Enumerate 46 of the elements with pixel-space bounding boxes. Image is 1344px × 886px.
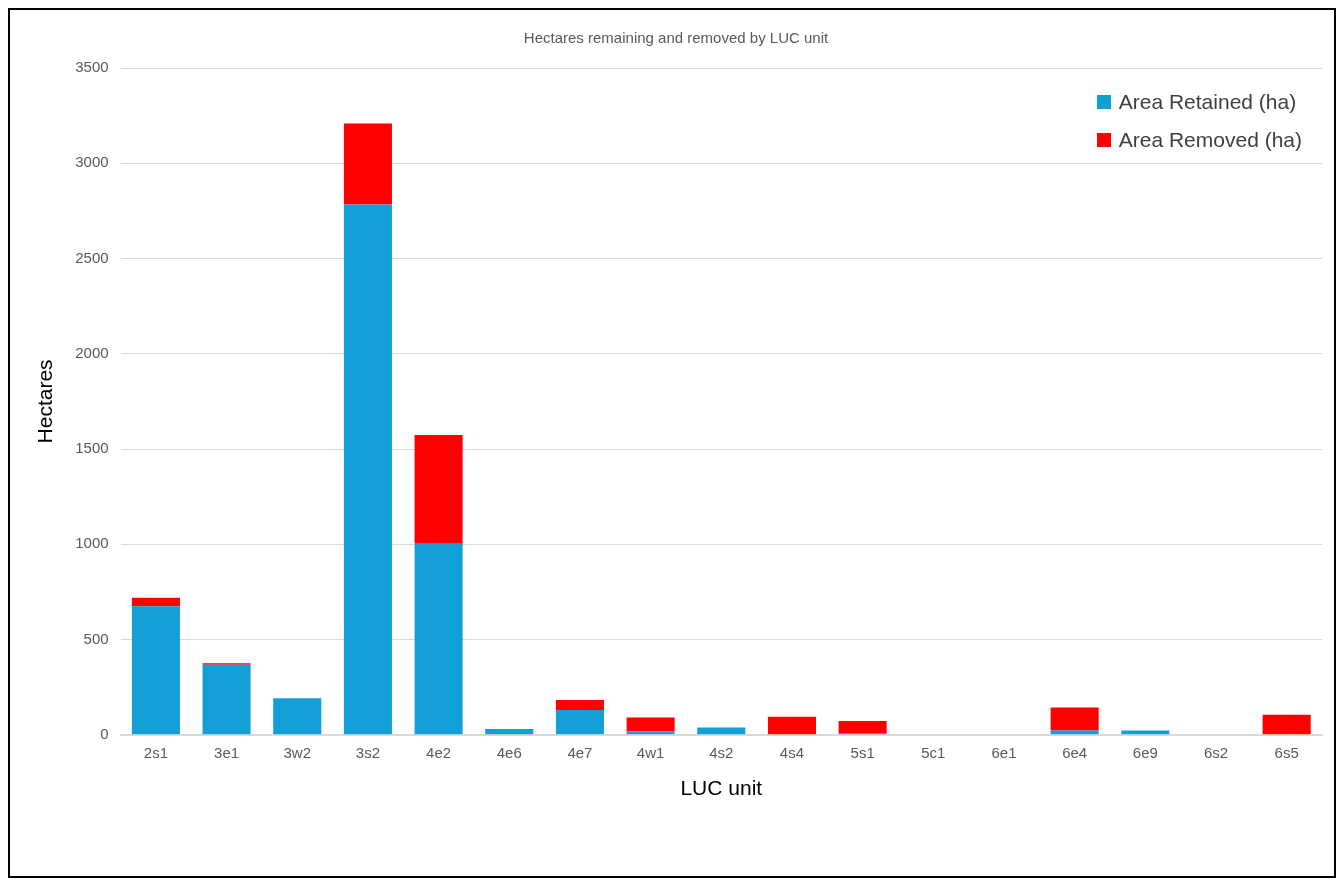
x-tick-label: 5c1: [921, 743, 946, 761]
x-tick-label: 5s1: [850, 743, 875, 761]
x-tick-label: 4e2: [426, 743, 452, 761]
y-axis-title: Hectares: [33, 359, 57, 444]
y-tick-label: 1500: [75, 439, 109, 457]
bar: [1262, 714, 1311, 735]
bar: [555, 710, 604, 735]
legend-label: Area Retained (ha): [1118, 90, 1297, 114]
x-tick-label: 4e7: [567, 743, 593, 761]
bar: [131, 606, 180, 735]
bar: [626, 717, 675, 732]
y-tick-label: 3000: [75, 153, 109, 171]
x-tick-label: 3w2: [283, 743, 312, 761]
bar: [414, 542, 463, 735]
bar: [343, 204, 392, 735]
x-tick-label: 2s1: [143, 743, 168, 761]
bar: [414, 435, 463, 543]
y-tick-label: 1000: [75, 534, 109, 552]
x-axis-title: LUC unit: [680, 776, 763, 800]
y-tick-label: 2000: [75, 343, 109, 361]
x-tick-label: 6e1: [991, 743, 1017, 761]
x-tick-label: 6e4: [1062, 743, 1088, 761]
y-tick-label: 500: [83, 629, 109, 647]
x-tick-label: 6s5: [1274, 743, 1299, 761]
x-tick-label: 4s4: [779, 743, 805, 761]
bar: [273, 698, 322, 735]
chart-title: Hectares remaining and removed by LUC unit: [523, 29, 829, 47]
y-tick-label: 0: [100, 724, 109, 742]
x-tick-label: 6s2: [1203, 743, 1229, 761]
y-tick-label: 3500: [75, 58, 109, 76]
y-tick-label: 2500: [75, 248, 109, 266]
bar: [131, 597, 180, 607]
bar: [485, 729, 534, 735]
x-tick-label: 4e6: [496, 743, 522, 761]
bar: [555, 699, 604, 711]
x-tick-label: 4w1: [636, 743, 665, 761]
x-tick-label: 3e1: [214, 743, 240, 761]
legend-label: Area Removed (ha): [1118, 128, 1302, 152]
x-tick-label: 4s2: [709, 743, 734, 761]
bar: [1050, 707, 1099, 731]
x-tick-label: 3s2: [355, 743, 381, 761]
x-tick-label: 6e9: [1132, 743, 1158, 761]
bar: [838, 720, 887, 733]
bar: [343, 123, 392, 205]
bar: [202, 664, 251, 735]
bar: [767, 716, 816, 735]
